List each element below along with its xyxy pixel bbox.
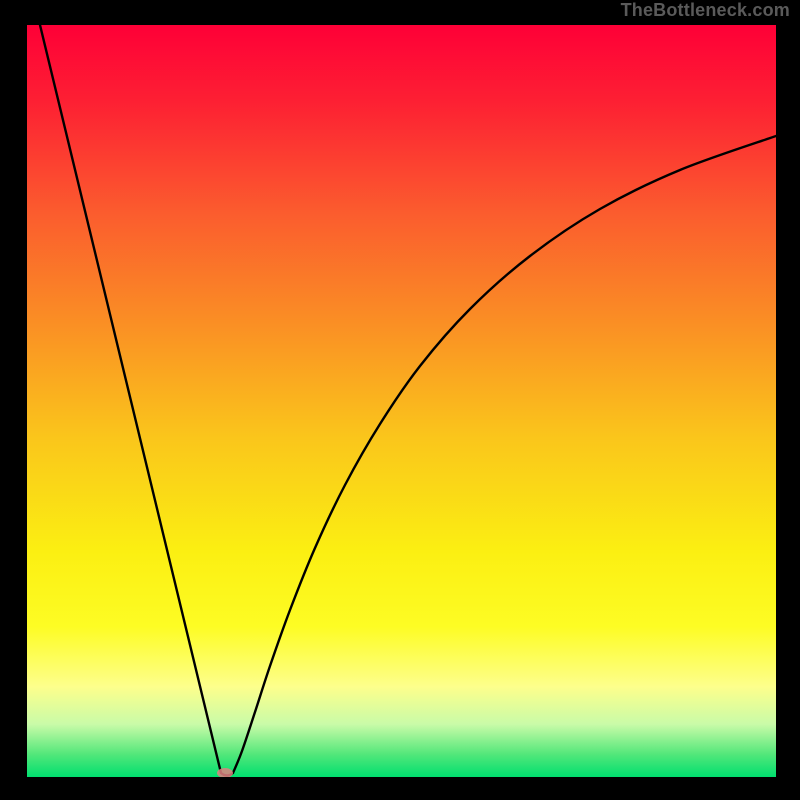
valley-marker: [217, 768, 233, 778]
watermark-text: TheBottleneck.com: [621, 0, 790, 21]
chart-container: TheBottleneck.com: [0, 0, 800, 800]
plot-background-gradient: [27, 25, 776, 777]
bottleneck-curve-plot: [0, 0, 800, 800]
